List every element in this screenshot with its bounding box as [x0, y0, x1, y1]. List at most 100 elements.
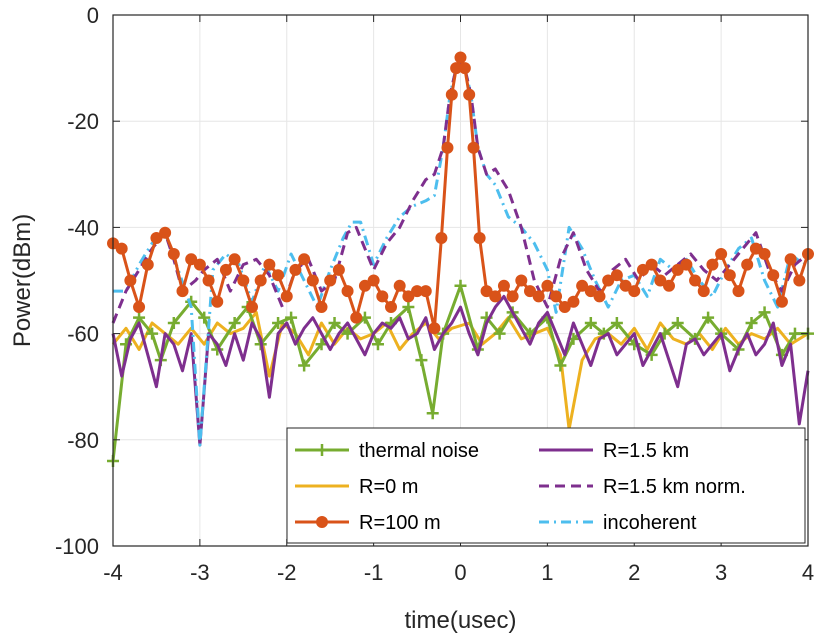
- series-r-100-m-marker: [463, 88, 476, 101]
- series-r-100-m-marker: [315, 301, 328, 314]
- legend-label: thermal noise: [359, 440, 479, 462]
- series-thermal-noise-marker: [702, 311, 715, 324]
- series-r-100-m-marker: [576, 279, 589, 292]
- series-r-100-m-marker: [680, 258, 693, 271]
- series-thermal-noise-marker: [758, 306, 771, 319]
- series-thermal-noise-marker: [415, 354, 428, 367]
- series-r-100-m-marker: [393, 279, 406, 292]
- series-r-100-m-marker: [324, 274, 337, 287]
- series-r-100-m-marker: [376, 290, 389, 303]
- series-r-100-m-marker: [602, 274, 615, 287]
- series-r-100-m-marker: [480, 285, 493, 298]
- series-r-100-m-marker: [775, 295, 788, 308]
- x-tick-label: 4: [802, 560, 814, 585]
- series-r-100-m-marker: [497, 279, 510, 292]
- series-r-100-m-marker: [358, 279, 371, 292]
- x-tick-label: -3: [190, 560, 210, 585]
- series-r-100-m-marker: [706, 258, 719, 271]
- series-r-100-m-marker: [619, 279, 632, 292]
- series-r-100-m-marker: [341, 285, 354, 298]
- series-r-100-m-marker: [558, 301, 571, 314]
- y-tick-label: -40: [67, 215, 99, 240]
- y-tick-label: -60: [67, 322, 99, 347]
- series-r-100-m-marker: [506, 290, 519, 303]
- legend-label: incoherent: [603, 512, 697, 534]
- legend-item-r-0-m: R=0 m: [295, 476, 418, 498]
- x-tick-label: -1: [364, 560, 384, 585]
- legend-label: R=1.5 km norm.: [603, 476, 746, 498]
- series-r-100-m-marker: [298, 253, 311, 266]
- series-r-100-m-marker: [454, 51, 467, 64]
- series-r-100-m-marker: [741, 258, 754, 271]
- series-r-100-m-marker: [441, 141, 454, 154]
- series-r-100-m-marker: [280, 290, 293, 303]
- series-thermal-noise-marker: [402, 301, 415, 314]
- legend-item-thermal-noise: thermal noise: [295, 440, 479, 462]
- series-r-100-m-marker: [567, 295, 580, 308]
- series-r-100-m-marker: [306, 274, 319, 287]
- series-r-100-m-marker: [141, 258, 154, 271]
- series-r-100-m-marker: [663, 279, 675, 292]
- x-tick-label: 1: [541, 560, 553, 585]
- series-thermal-noise-marker: [198, 311, 211, 324]
- series-r-100-m-marker: [732, 285, 745, 298]
- x-axis-label: time(usec): [404, 607, 516, 634]
- series-r-100-m-marker: [115, 242, 128, 255]
- series-thermal-noise-marker: [228, 316, 241, 329]
- series-r-100-m-marker: [167, 247, 180, 260]
- series-r-100-m-marker: [385, 301, 397, 314]
- series-r-1-5-km: [111, 294, 810, 447]
- series-thermal-noise-marker: [285, 311, 298, 324]
- series-r-100-m-marker: [237, 274, 250, 287]
- series-r-100-m-marker: [289, 263, 302, 276]
- series-r-100-m-marker: [193, 258, 206, 271]
- series-r-100-m-marker: [723, 269, 736, 282]
- series-r-100-m-marker: [671, 263, 684, 276]
- series-thermal-noise-marker: [167, 316, 180, 329]
- series-r-100-m-marker: [445, 88, 458, 101]
- series-thermal-noise-marker: [298, 359, 311, 372]
- x-tick-label: -2: [277, 560, 297, 585]
- series-r-100-m-marker: [254, 274, 267, 287]
- series-thermal-noise-marker: [788, 327, 801, 340]
- series-r-100-m-marker: [524, 285, 536, 298]
- series-r-100-m-marker: [541, 279, 554, 292]
- legend-item-r-1-5-km-norm: R=1.5 km norm.: [539, 476, 746, 498]
- series-r-100-m-marker: [435, 232, 448, 245]
- y-tick-label: -20: [67, 109, 99, 134]
- series-r-100-m-marker: [467, 141, 480, 154]
- series-r-100-m-marker: [263, 258, 276, 271]
- legend-label: R=1.5 km: [603, 440, 689, 462]
- y-tick-label: 0: [87, 3, 99, 28]
- y-tick-label: -100: [55, 534, 99, 559]
- series-thermal-noise-marker: [341, 327, 354, 340]
- series-r-100-m-marker: [202, 274, 215, 287]
- legend-label: R=100 m: [359, 512, 441, 534]
- series-r-100-m-marker: [550, 290, 563, 303]
- legend-label: R=0 m: [359, 476, 418, 498]
- series-r-100-m-marker: [749, 242, 762, 255]
- series-thermal-noise-marker: [371, 338, 384, 351]
- series-thermal-noise-marker: [584, 316, 597, 329]
- series-r-100-m-marker: [689, 274, 702, 287]
- legend-marker: [316, 516, 328, 528]
- series-r-100-m-marker: [246, 301, 258, 314]
- series-r-100-m-marker: [219, 263, 232, 276]
- series-r-100-m-marker: [767, 269, 780, 282]
- series-r-100-m-marker: [159, 226, 172, 239]
- x-tick-label: 0: [454, 560, 466, 585]
- series-r-100-m-marker: [402, 290, 415, 303]
- series-thermal-noise-marker: [671, 316, 684, 329]
- series-r-100-m: [107, 51, 814, 335]
- axis-ticks: -4 -3 -2 -1 0 1 2 3 4 0 -20 -40 -60 -80 -100: [55, 3, 814, 585]
- series-thermal-noise-marker: [426, 407, 439, 420]
- series-r-100-m-marker: [515, 274, 528, 287]
- x-tick-label: 2: [628, 560, 640, 585]
- series-r-100-m-marker: [124, 274, 137, 287]
- series-r-100-m-marker: [697, 285, 710, 298]
- series-r-100-m-marker: [419, 285, 432, 298]
- series-r-100-m-marker: [185, 253, 198, 266]
- series-thermal-noise-marker: [610, 316, 623, 329]
- legend-item-r-100-m: R=100 m: [295, 512, 441, 534]
